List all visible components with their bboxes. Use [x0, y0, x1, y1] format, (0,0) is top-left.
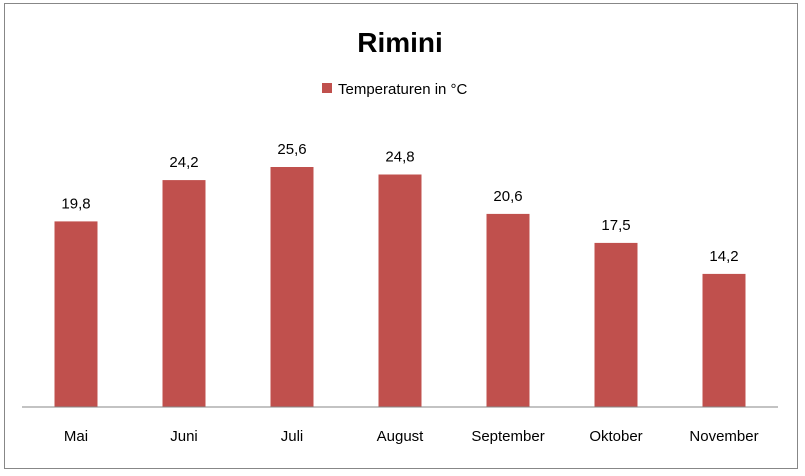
data-label-august: 24,8: [385, 149, 414, 166]
data-labels: 19,8 24,2 25,6 24,8 20,6 17,5 14,2: [61, 141, 738, 265]
x-tick-label-september: September: [471, 428, 544, 445]
bar-november: [702, 273, 746, 407]
legend-label: Temperaturen in °C: [338, 81, 468, 98]
x-tick-label-juni: Juni: [170, 428, 198, 445]
data-label-september: 20,6: [493, 188, 522, 205]
x-tick-label-juli: Juli: [281, 428, 304, 445]
x-tick-label-mai: Mai: [64, 428, 88, 445]
data-label-oktober: 17,5: [601, 217, 630, 234]
legend-swatch: [322, 83, 332, 93]
data-label-mai: 19,8: [61, 195, 90, 212]
chart-title: Rimini: [357, 27, 443, 58]
bar-juni: [162, 180, 206, 407]
x-axis-tick-labels: Mai Juni Juli August September Oktober Novembe…: [64, 428, 759, 445]
bar-mai: [54, 221, 98, 407]
data-label-juni: 24,2: [169, 154, 198, 171]
bar-august: [378, 174, 422, 407]
legend: Temperaturen in °C: [322, 81, 468, 98]
x-tick-label-august: August: [377, 428, 425, 445]
x-tick-label-november: November: [689, 428, 758, 445]
data-label-november: 14,2: [709, 248, 738, 265]
bar-juli: [270, 167, 314, 407]
data-label-juli: 25,6: [277, 141, 306, 158]
x-tick-label-oktober: Oktober: [589, 428, 642, 445]
bar-oktober: [594, 242, 638, 407]
bar-september: [486, 213, 530, 407]
bars: [54, 167, 746, 407]
